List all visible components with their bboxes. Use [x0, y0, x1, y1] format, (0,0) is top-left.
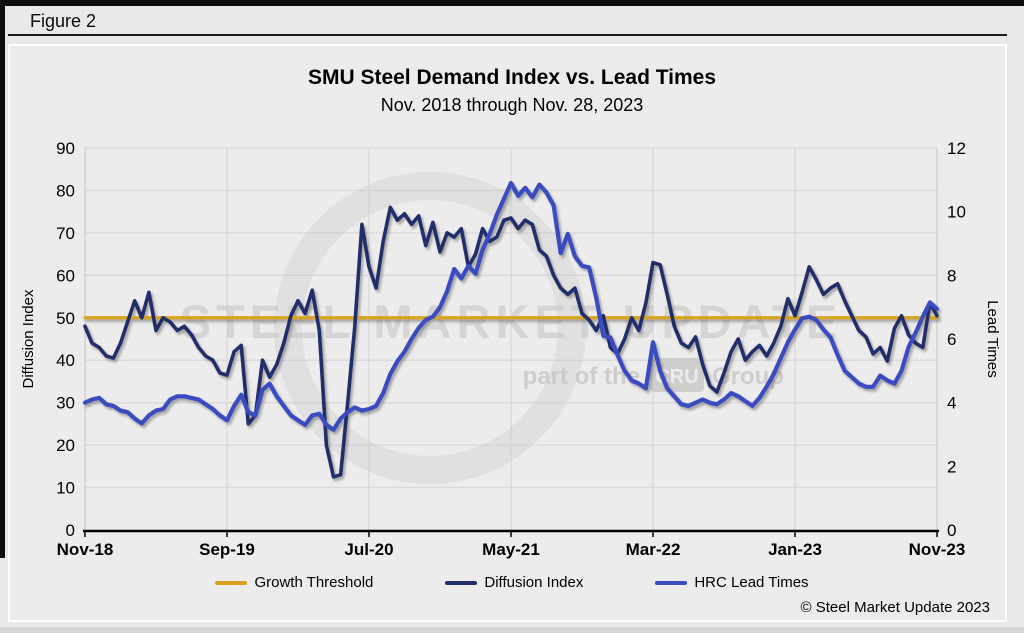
header-rule [8, 34, 1007, 36]
x-tick-label: Jan-23 [768, 540, 822, 559]
watermark-text: STEEL MARKET UPDATE [180, 295, 843, 348]
left-tick-label: 30 [56, 394, 75, 413]
right-tick-label: 6 [947, 330, 956, 349]
watermark-subtext: part of the [523, 363, 640, 390]
figure-label: Figure 2 [30, 11, 97, 31]
x-tick-label: Mar-22 [626, 540, 681, 559]
right-tick-label: 10 [947, 203, 966, 222]
x-axis-tick-labels: Nov-18 Sep-19 Jul-20 May-21 Mar-22 Jan-23 Nov-… [57, 540, 966, 559]
chart-card [8, 44, 1007, 622]
left-axis-tick-labels: 0 10 20 30 40 50 60 70 80 90 [56, 139, 75, 540]
window-frame-bottom [0, 627, 1024, 633]
legend: Growth Threshold Diffusion Index HRC Lead … [0, 574, 1024, 591]
right-tick-label: 4 [947, 394, 956, 413]
gridlines [84, 147, 938, 530]
left-tick-label: 90 [56, 139, 75, 158]
window-frame-left [0, 0, 5, 558]
legend-item-diffusion-index: Diffusion Index [445, 574, 583, 591]
left-tick-label: 40 [56, 351, 75, 370]
left-tick-label: 80 [56, 181, 75, 200]
right-tick-label: 0 [947, 521, 956, 540]
x-tick-label: Sep-19 [199, 540, 255, 559]
left-tick-label: 20 [56, 436, 75, 455]
window-frame-top [0, 0, 1024, 6]
right-tick-label: 8 [947, 266, 956, 285]
chart-subtitle: Nov. 2018 through Nov. 28, 2023 [380, 95, 644, 115]
chart-title: SMU Steel Demand Index vs. Lead Times [307, 66, 717, 89]
right-axis-tick-labels: 0 2 4 6 8 10 12 [947, 139, 966, 540]
legend-label: Growth Threshold [254, 574, 374, 591]
left-tick-label: 10 [56, 479, 75, 498]
diffusion-index-line [83, 205, 939, 479]
left-tick-label: 60 [56, 266, 75, 285]
x-tick-label: May-21 [482, 540, 540, 559]
left-tick-label: 50 [56, 309, 75, 328]
hrc-lead-times-line [82, 180, 940, 432]
left-tick-label: 70 [56, 224, 75, 243]
left-axis-title: Diffusion Index [20, 289, 37, 389]
copyright-text: © Steel Market Update 2023 [800, 599, 991, 616]
legend-swatch [655, 580, 688, 585]
right-axis-title: Lead Times [984, 300, 1001, 378]
legend-label: Diffusion Index [484, 574, 584, 591]
x-tick-label: Jul-20 [344, 540, 393, 559]
x-tick-label: Nov-23 [909, 540, 966, 559]
legend-label: HRC Lead Times [694, 574, 809, 591]
left-tick-label: 0 [66, 521, 75, 540]
legend-item-growth-threshold: Growth Threshold [215, 574, 373, 591]
right-tick-label: 2 [947, 457, 956, 476]
x-tick-label: Nov-18 [57, 540, 114, 559]
legend-swatch [215, 580, 248, 585]
right-tick-label: 12 [947, 139, 966, 158]
legend-swatch [445, 580, 478, 585]
legend-item-hrc-lead-times: HRC Lead Times [655, 574, 809, 591]
